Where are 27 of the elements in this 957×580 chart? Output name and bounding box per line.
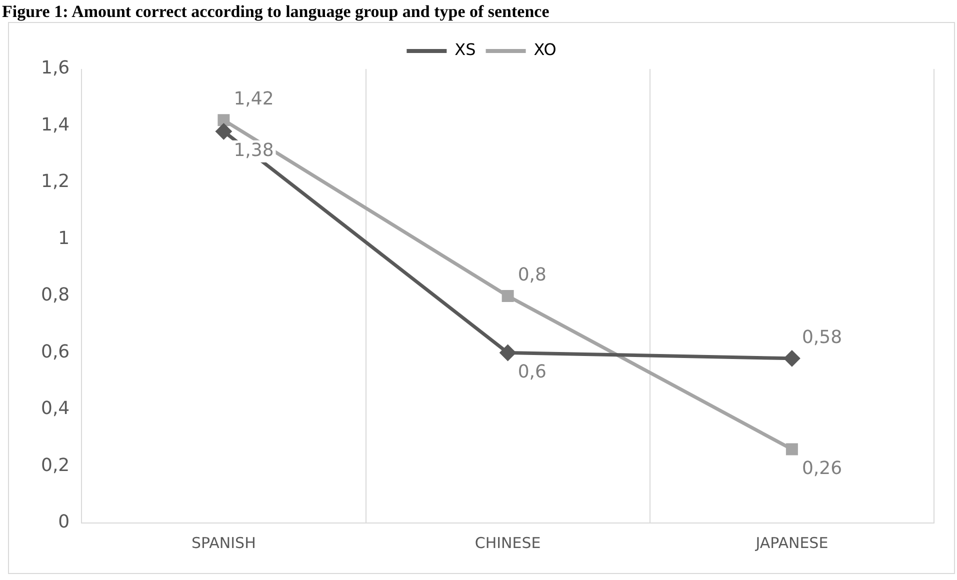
y-tick-label: 0,4	[40, 398, 70, 420]
data-label: 0,26	[802, 458, 842, 479]
data-label: 1,38	[234, 140, 274, 162]
legend-label: XO	[534, 40, 556, 60]
chart-title: Figure 1: Amount correct according to language group and type of sentence	[2, 2, 550, 22]
y-tick-label: 1,4	[40, 114, 70, 136]
data-label: 0,6	[518, 361, 546, 382]
point	[784, 350, 800, 366]
x-tick-label: CHINESE	[474, 534, 541, 552]
x-tick-label: JAPANESE	[754, 534, 828, 552]
point	[500, 345, 516, 360]
y-tick-label: 1	[58, 228, 70, 249]
y-tick-label: 0,2	[40, 454, 70, 476]
point	[786, 443, 798, 456]
y-tick-label: 0	[58, 512, 70, 533]
point	[218, 114, 230, 126]
legend-label: XS	[454, 40, 476, 60]
point	[502, 290, 514, 302]
data-label: 1,42	[234, 88, 274, 110]
y-tick-label: 1,6	[40, 58, 70, 79]
data-label: 0,8	[518, 264, 546, 286]
y-tick-label: 0,8	[40, 284, 70, 306]
point	[216, 124, 232, 140]
x-tick-label: SPANISH	[192, 534, 256, 552]
data-label: 0,58	[802, 327, 842, 348]
y-tick-label: 1,2	[40, 171, 70, 192]
y-tick-label: 0,6	[40, 341, 70, 362]
